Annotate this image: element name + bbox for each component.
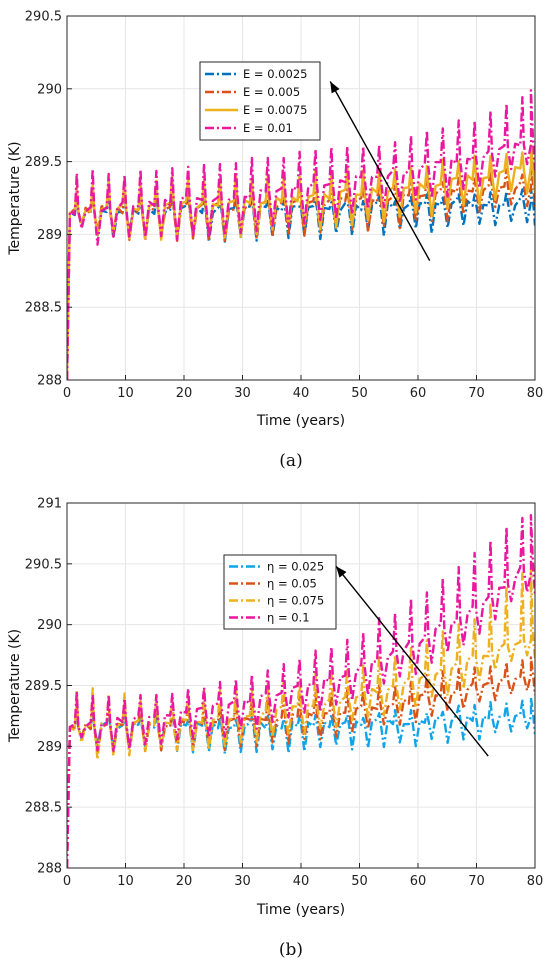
y-tick-label: 288 (37, 862, 62, 877)
y-tick-label: 289 (37, 228, 62, 243)
x-tick-label: 10 (117, 386, 134, 401)
x-tick-label: 70 (468, 386, 485, 401)
y-tick-label: 291 (37, 497, 62, 512)
x-tick-label: 50 (351, 386, 368, 401)
x-tick-label: 80 (527, 386, 544, 401)
x-tick-label: 20 (176, 874, 193, 889)
series-line-4 (67, 89, 535, 381)
legend: η = 0.025 η = 0.05 η = 0.075 η = 0.1 (223, 554, 337, 630)
x-tick-label: 80 (527, 874, 544, 889)
series-line-3 (67, 568, 535, 869)
x-tick-label: 50 (351, 874, 368, 889)
legend: E = 0.0025 E = 0.005 E = 0.0075 E = 0.01 (199, 61, 321, 141)
x-tick-label: 70 (468, 874, 485, 889)
x-tick-label: 0 (63, 874, 71, 889)
y-tick-label: 289.5 (25, 679, 62, 694)
panel-label: (a) (279, 451, 302, 471)
legend-label-3: η = 0.075 (267, 594, 324, 608)
y-tick-label: 288.5 (25, 801, 62, 816)
x-tick-label: 40 (293, 874, 310, 889)
panel-label: (b) (279, 940, 303, 960)
y-tick-label: 290.5 (25, 10, 62, 25)
x-axis-label: Time (years) (256, 902, 345, 918)
y-axis-label: Temperature (K) (7, 629, 23, 743)
x-tick-label: 60 (410, 386, 427, 401)
trend-arrow-line (335, 565, 489, 757)
x-tick-label: 30 (234, 874, 251, 889)
y-tick-label: 288 (37, 374, 62, 389)
series-line-2 (67, 656, 535, 869)
legend-label-2: η = 0.05 (267, 577, 317, 591)
x-tick-label: 20 (176, 386, 193, 401)
y-tick-label: 290.5 (25, 557, 62, 572)
chart-panel-b: 0 10 20 30 40 50 60 70 80 288 288.5 289 289.5 290 290.… (7, 497, 543, 961)
legend-label-1: E = 0.0025 (243, 67, 307, 81)
x-tick-label: 60 (410, 874, 427, 889)
x-axis-label: Time (years) (256, 413, 345, 429)
legend-label-4: η = 0.1 (267, 611, 310, 625)
series-line-4 (67, 514, 535, 869)
y-tick-label: 289 (37, 740, 62, 755)
y-tick-label: 290 (37, 618, 62, 633)
chart-panel-a: 0 10 20 30 40 50 60 70 80 288 288.5 289 289.5 290 290.… (7, 10, 543, 472)
trend-arrow-head (336, 566, 347, 578)
x-tick-label: 10 (117, 874, 134, 889)
x-tick-label: 0 (63, 386, 71, 401)
y-tick-label: 288.5 (25, 301, 62, 316)
y-axis-label: Temperature (K) (7, 141, 23, 255)
trend-arrow-head (330, 81, 340, 94)
legend-label-2: E = 0.005 (243, 85, 300, 99)
legend-label-3: E = 0.0075 (243, 103, 307, 117)
trend-arrow-line (329, 81, 431, 261)
x-tick-label: 40 (293, 386, 310, 401)
legend-box (199, 61, 321, 141)
legend-label-4: E = 0.01 (243, 121, 293, 135)
x-tick-label: 30 (234, 386, 251, 401)
series-group (67, 89, 535, 381)
y-tick-label: 290 (37, 82, 62, 97)
legend-label-1: η = 0.025 (267, 560, 324, 574)
y-tick-label: 289.5 (25, 155, 62, 170)
